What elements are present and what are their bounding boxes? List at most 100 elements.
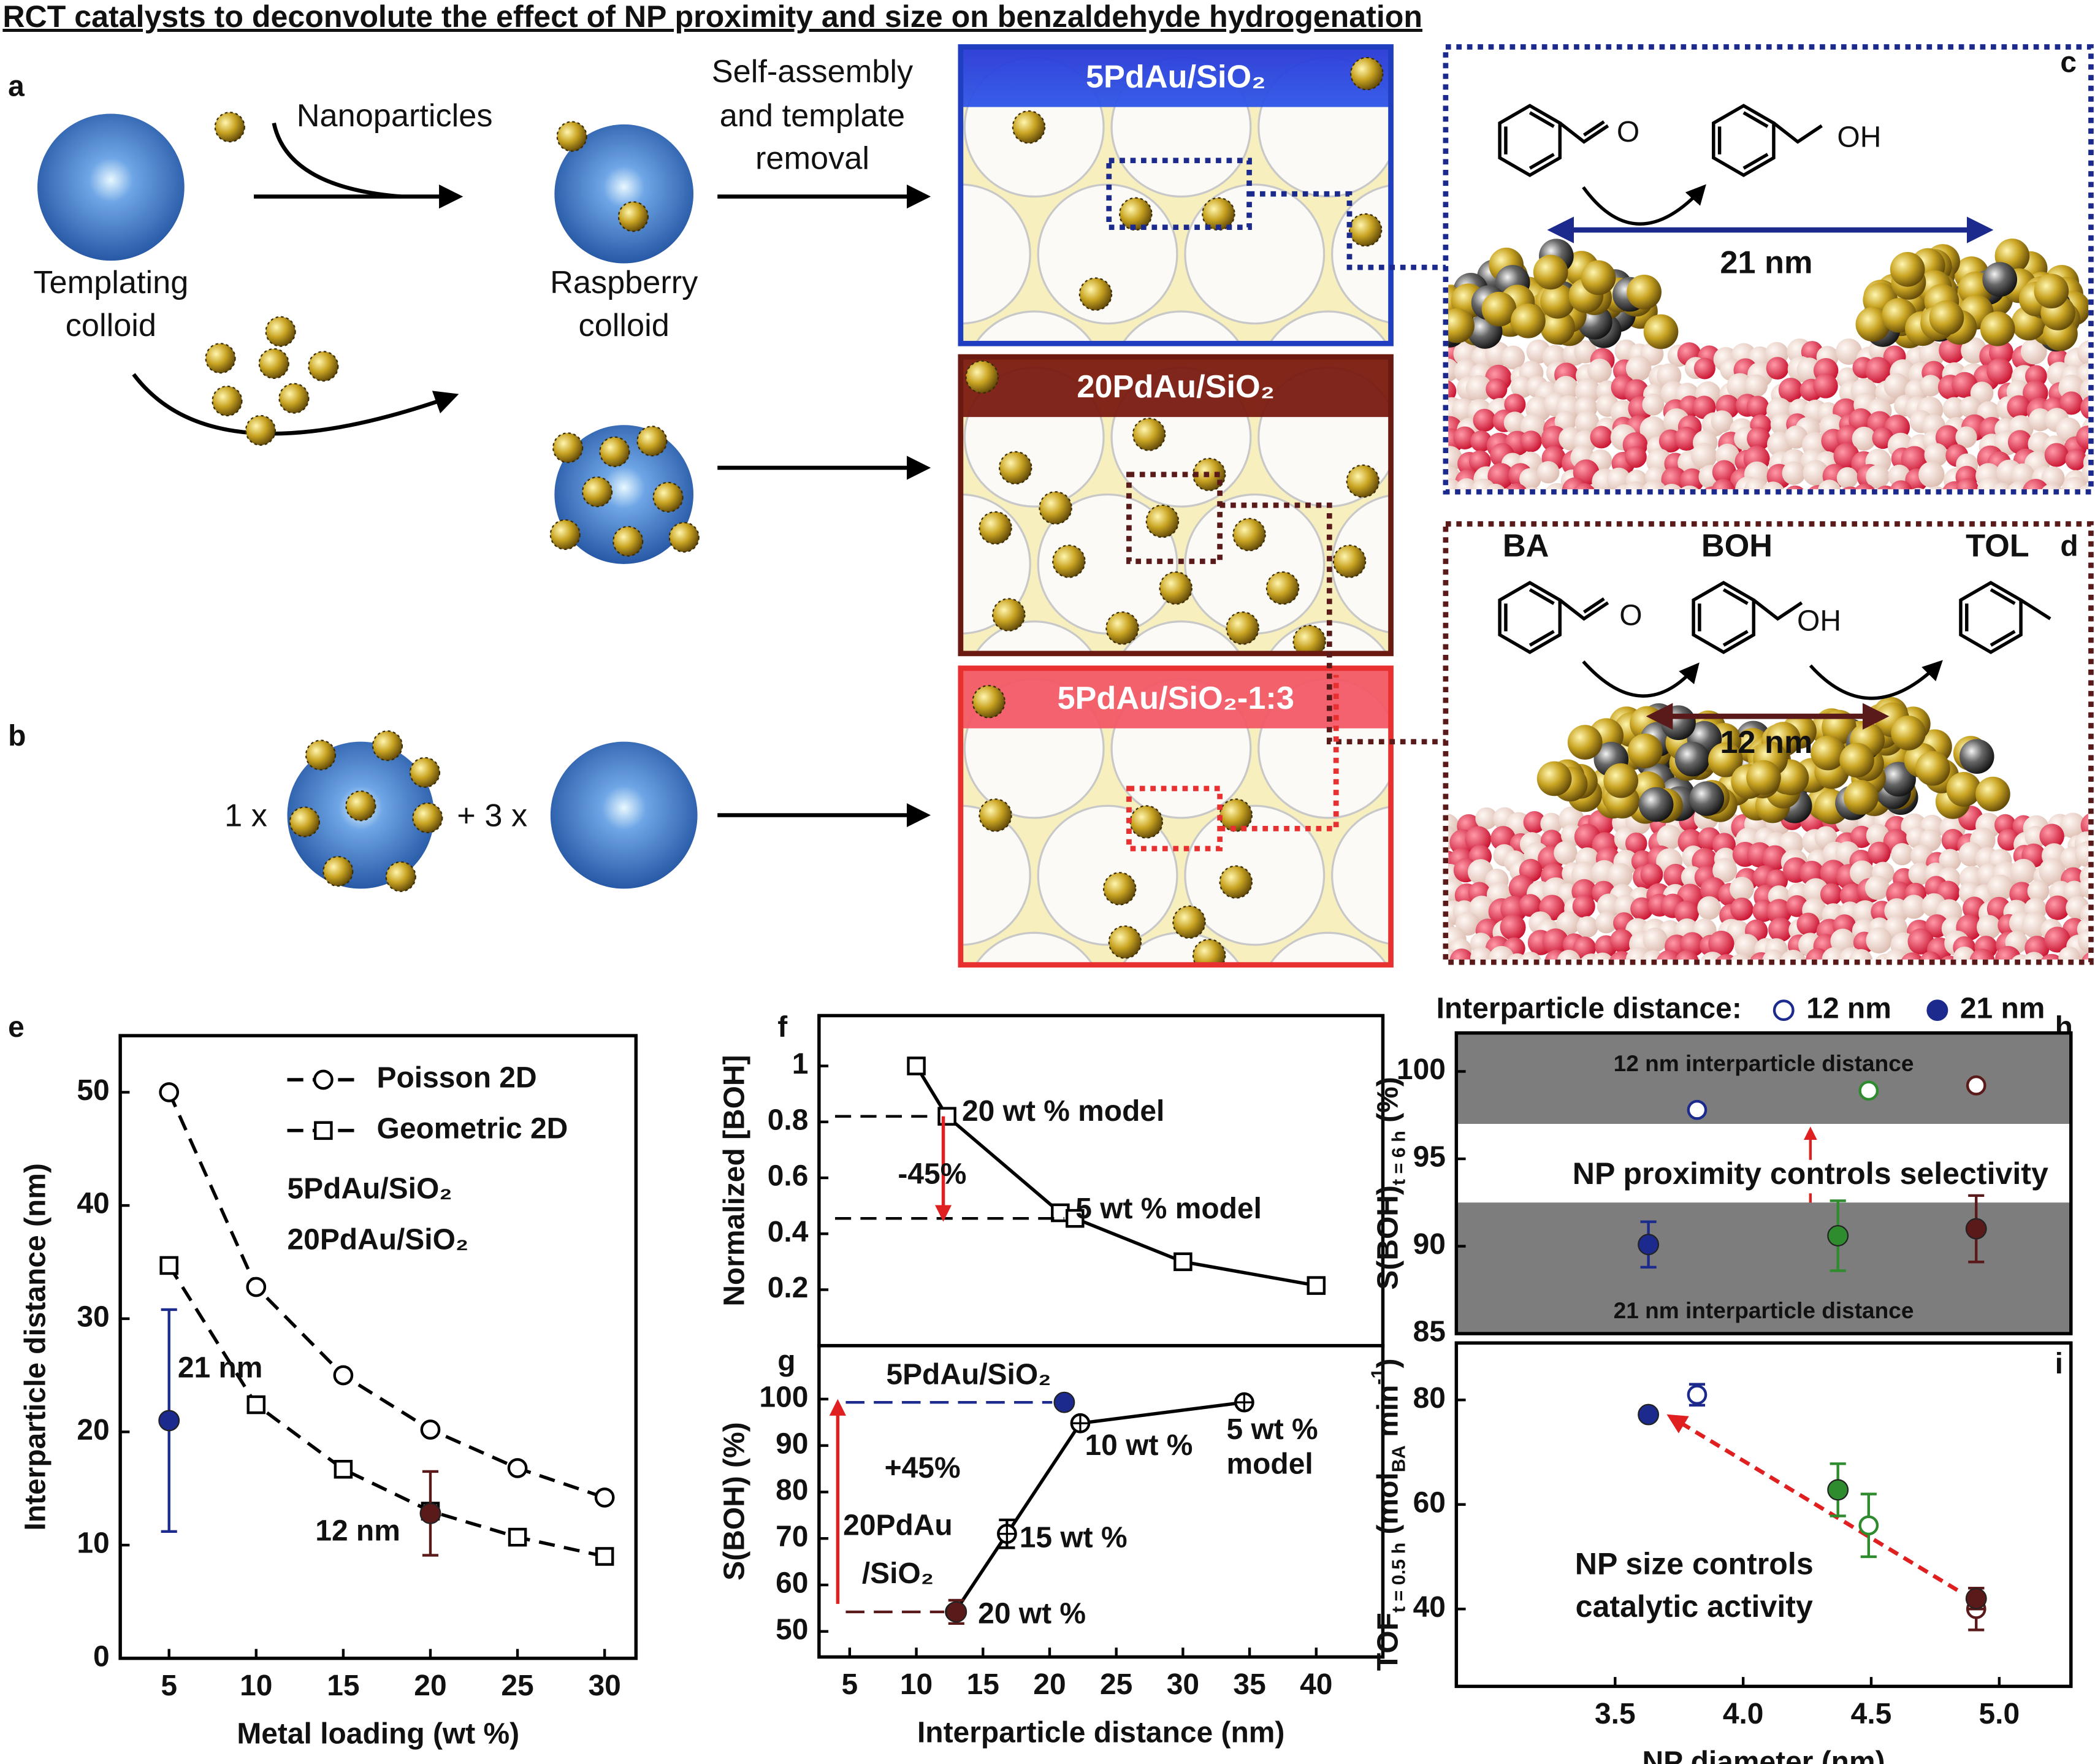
label: and template: [720, 98, 905, 134]
atom: [1643, 927, 1668, 953]
atom: [2007, 395, 2031, 419]
nanoparticle: [322, 856, 354, 887]
nanoparticle: [308, 351, 339, 382]
atom: [1939, 849, 1961, 871]
atom: [1730, 953, 1750, 960]
metal-atom: [1661, 705, 1696, 741]
atom: [1610, 929, 1634, 953]
atom: [1690, 443, 1717, 469]
curve: [272, 123, 402, 199]
metal-atom: [1638, 787, 1674, 822]
atom: [1556, 911, 1581, 936]
label: Templating: [33, 265, 188, 300]
zoom-connector: [1106, 158, 1446, 270]
data-point: [1858, 1515, 1879, 1536]
label: Self-assembly: [712, 54, 914, 90]
atom: [1708, 930, 1734, 957]
point-cross: [1072, 1415, 1089, 1432]
metal-atom: [1890, 252, 1925, 287]
legend-label: Poisson 2D: [377, 1062, 537, 1094]
panel-label: e: [8, 1011, 25, 1044]
nanoparticle: [636, 426, 668, 457]
nanoparticle: [258, 348, 289, 380]
reaction-arrow: [1582, 660, 1700, 698]
y-tick-label: 0.8: [768, 1104, 809, 1136]
atom: [1913, 487, 1924, 489]
atom: [1901, 446, 1928, 473]
atom: [1734, 934, 1760, 959]
nanoparticle: [652, 481, 684, 513]
atom: [1712, 858, 1738, 883]
legend-marker: [313, 1069, 334, 1090]
metal-atom: [1448, 308, 1475, 343]
legend-marker: [1926, 999, 1948, 1021]
annotation: -45%: [898, 1158, 966, 1191]
atom: [1592, 952, 1613, 960]
atom-label: OH: [1837, 121, 1881, 154]
atom: [1787, 485, 1804, 489]
data-point: [246, 1395, 266, 1415]
pore: [960, 493, 1031, 635]
x-tick-label: 5.0: [1979, 1698, 2020, 1730]
distance-label: 21 nm: [1720, 245, 1812, 281]
x-axis-title: Metal loading (wt %): [237, 1718, 519, 1751]
figure-title: RCT catalysts to deconvolute the effect …: [2, 0, 1422, 34]
label: Nanoparticles: [297, 98, 493, 134]
metal-atom: [1843, 780, 1879, 815]
data-point: [1827, 1479, 1849, 1501]
data-point: [1687, 1099, 1708, 1120]
atom: [1891, 843, 1914, 866]
y-axis-title-part: TOF: [1372, 1613, 1404, 1671]
atom: [1587, 358, 1612, 383]
y-axis-title: S(BOH)t = 6 h (%): [1372, 1077, 1409, 1289]
x-tick-label: 25: [1100, 1668, 1132, 1701]
data-point: [1965, 1587, 1987, 1609]
box-header: [960, 357, 1391, 418]
atom: [1852, 426, 1876, 451]
nanoparticle: [278, 383, 310, 414]
atom: [1942, 397, 1966, 420]
nanoparticle: [612, 525, 644, 557]
atom: [1595, 912, 1617, 934]
metal-atom: [1959, 739, 1994, 774]
atom: [1657, 825, 1682, 850]
plot-frame: [1454, 1341, 2073, 1689]
atom: [1625, 446, 1647, 468]
atom: [1624, 481, 1647, 489]
nanoparticle: [1119, 197, 1153, 231]
atom: [1542, 928, 1569, 955]
x-tick-label: 30: [1167, 1668, 1199, 1701]
atom: [1784, 425, 1808, 449]
metal-atom: [1982, 262, 2018, 297]
nanoparticle: [1039, 491, 1072, 525]
label: colloid: [579, 308, 670, 343]
atom: [1448, 380, 1457, 402]
atom: [1606, 467, 1631, 489]
series-label: /SiO₂: [862, 1557, 934, 1590]
atom: [1918, 461, 1945, 488]
atom: [1747, 427, 1771, 451]
double-bond: [1722, 588, 1749, 605]
atom: [2039, 858, 2066, 885]
pore: [1406, 58, 1545, 197]
atom: [1593, 487, 1608, 489]
data-point: [1638, 1403, 1660, 1426]
legend-label: 20PdAu/SiO₂: [288, 1223, 469, 1256]
data-point: [246, 1277, 267, 1297]
atom-model: [1448, 697, 2089, 960]
atom: [1817, 479, 1841, 489]
atom: [1766, 357, 1789, 380]
x-tick-label: 20: [414, 1670, 446, 1702]
annotation: NP size controls: [1575, 1546, 1814, 1581]
annotation: NP proximity controls selectivity: [1573, 1156, 2048, 1191]
catalyst-name: 20PdAu/SiO₂: [1077, 369, 1275, 405]
atom: [1520, 430, 1542, 452]
nanoparticle: [1012, 110, 1046, 144]
y-tick-label: 95: [1413, 1141, 1446, 1174]
catalyst-name: 5PdAu/SiO₂-1:3: [1057, 681, 1294, 716]
raspberry-colloid: [554, 124, 694, 264]
double-bond: [1990, 630, 2016, 647]
box-frame: [958, 665, 1394, 968]
zoom-box: [1443, 44, 2094, 495]
